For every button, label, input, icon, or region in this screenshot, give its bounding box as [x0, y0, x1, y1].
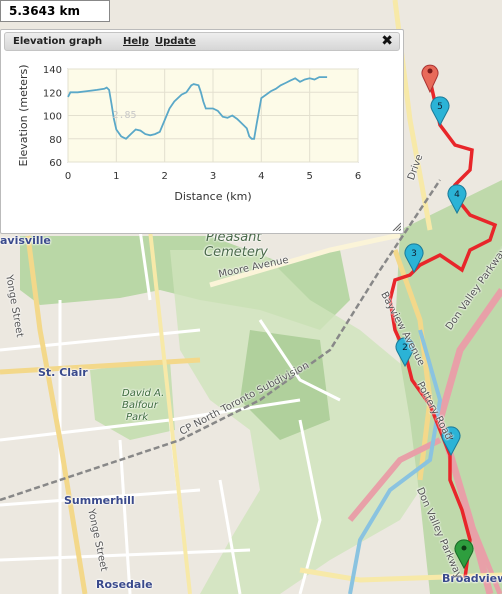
label-broadview: Broadview — [442, 572, 502, 585]
route-marker-5[interactable]: 5 — [430, 96, 450, 127]
elevation-series-line — [67, 76, 328, 140]
update-link[interactable]: Update — [155, 36, 196, 47]
label-summerhill: Summerhill — [64, 494, 135, 507]
help-link[interactable]: Help — [123, 36, 149, 47]
y-tick-label: 100 — [43, 112, 62, 123]
route-marker-1-label: 1 — [448, 432, 454, 442]
x-axis-label: Distance (km) — [174, 190, 251, 203]
y-tick-label: 80 — [49, 135, 62, 146]
end-marker[interactable] — [421, 64, 439, 94]
x-tick-label: 1 — [113, 171, 119, 182]
y-tick-label: 120 — [43, 88, 62, 99]
label-balfour-2: Balfour — [122, 400, 158, 411]
x-tick-label: 0 — [65, 171, 71, 182]
resize-handle-icon[interactable] — [391, 221, 401, 231]
close-icon[interactable]: ✖ — [381, 33, 393, 49]
label-davisville: avisville — [0, 234, 51, 247]
label-balfour-3: Park — [126, 412, 149, 423]
x-tick-label: 2 — [161, 171, 167, 182]
railway — [0, 179, 442, 502]
woods-area — [240, 330, 330, 440]
route-marker-4-label: 4 — [454, 190, 460, 200]
x-tick-label: 3 — [210, 171, 216, 182]
panel-header[interactable]: Elevation graph Help Update ✖ — [4, 32, 400, 51]
label-rosedale: Rosedale — [96, 578, 153, 591]
route-marker-5-label: 5 — [437, 102, 443, 112]
elevation-panel[interactable]: Elevation graph Help Update ✖ 0 1 2 3 4 5 6 60 8… — [0, 29, 404, 234]
label-pleasant-cemetery-2: Cemetery — [204, 245, 268, 260]
start-marker[interactable] — [454, 539, 474, 570]
elevation-chart: 0 1 2 3 4 5 6 60 80 100 120 140 2.85 Distance (km) Ele… — [17, 65, 361, 204]
distance-readout: 5.3643 km — [0, 0, 110, 22]
route-marker-4[interactable]: 4 — [447, 184, 467, 215]
route-marker-2[interactable]: 2 — [395, 337, 415, 368]
label-balfour-1: David A. — [122, 388, 165, 399]
x-tick-label: 4 — [258, 171, 264, 182]
x-tick-label: 5 — [306, 171, 312, 182]
y-tick-label: 140 — [43, 65, 62, 76]
route-marker-3-label: 3 — [411, 249, 417, 259]
route-marker-2-label: 2 — [402, 343, 408, 353]
x-tick-label: 6 — [355, 171, 361, 182]
hover-label: 2.85 — [112, 110, 136, 121]
y-axis-label: Elevation (meters) — [17, 65, 30, 167]
panel-title: Elevation graph — [13, 36, 103, 47]
route-marker-1[interactable]: 1 — [441, 426, 461, 457]
balfour-park-area — [90, 360, 175, 440]
distance-value: 5.3643 km — [9, 4, 80, 18]
route-marker-3[interactable]: 3 — [404, 243, 424, 274]
don-river — [348, 329, 443, 594]
label-st-clair: St. Clair — [38, 366, 88, 379]
y-tick-label: 60 — [49, 158, 62, 169]
